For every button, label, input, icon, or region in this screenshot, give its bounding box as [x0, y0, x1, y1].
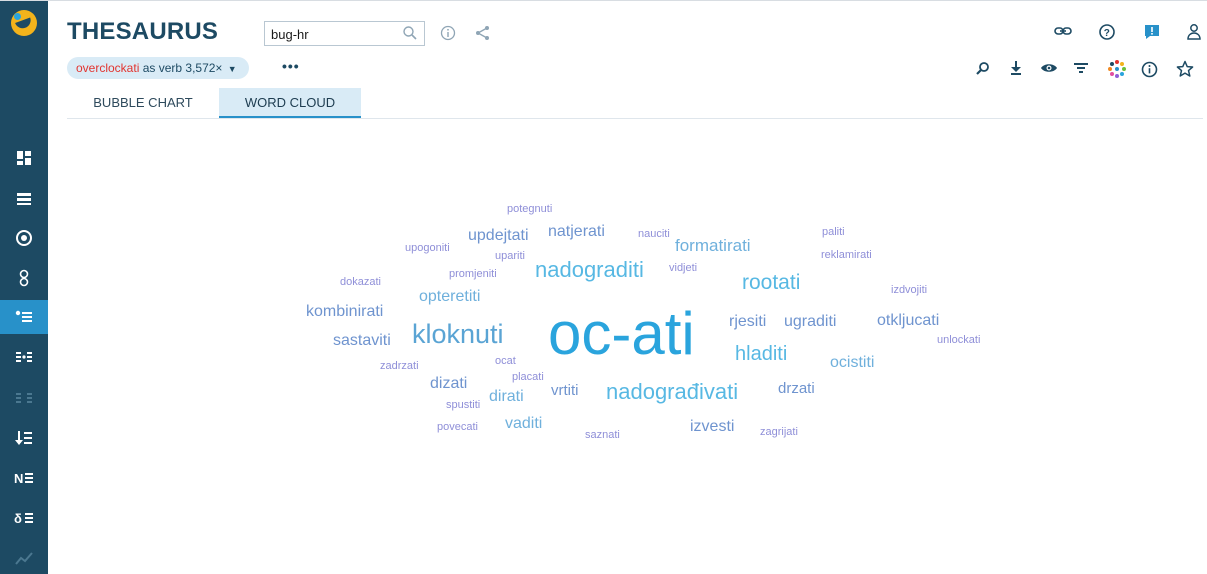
cloud-word[interactable]: otkljucati	[877, 312, 940, 329]
page-title: THESAURUS	[67, 18, 219, 45]
word-cloud: oc-ati kloknuti nadograditi nadograđivat…	[48, 121, 1207, 574]
parallel-concordance-icon[interactable]	[0, 381, 48, 415]
search-input[interactable]	[271, 26, 401, 42]
cloud-word[interactable]: formatirati	[675, 236, 751, 255]
lemma-frequency: 3,572×	[185, 61, 223, 75]
cloud-word[interactable]: saznati	[585, 429, 620, 441]
cloud-word[interactable]: rootati	[742, 271, 801, 294]
cloud-word[interactable]: nadograditi	[535, 257, 644, 282]
cloud-word[interactable]: ugraditi	[784, 313, 837, 330]
cloud-word[interactable]: upogoniti	[405, 242, 450, 254]
cloud-word[interactable]: kombinirati	[306, 303, 384, 320]
svg-text:?: ?	[1104, 28, 1110, 39]
ngrams-icon[interactable]: N	[0, 461, 48, 495]
cloud-word[interactable]: ocistiti	[830, 354, 875, 371]
dashboard-icon[interactable]	[0, 141, 48, 175]
svg-text:N: N	[14, 471, 23, 485]
download-icon[interactable]	[1009, 60, 1023, 76]
cloud-word[interactable]: izdvojiti	[891, 284, 928, 296]
cloud-word[interactable]: sastaviti	[333, 332, 391, 349]
link-icon[interactable]	[1054, 24, 1072, 38]
lemma-text: overclockati	[76, 61, 140, 75]
filter-icon[interactable]	[1073, 62, 1089, 74]
chevron-down-icon: ▼	[227, 64, 237, 74]
cloud-word[interactable]: updejtati	[468, 227, 529, 244]
cloud-word[interactable]: dirati	[489, 388, 524, 405]
help-icon[interactable]: ?	[1098, 23, 1116, 41]
cloud-word[interactable]: potegnuti	[507, 203, 553, 215]
list-view-icon[interactable]	[0, 182, 48, 216]
more-options-button[interactable]: •••	[282, 58, 300, 74]
cloud-word[interactable]: povecati	[437, 421, 478, 433]
cloud-word[interactable]: rjesiti	[729, 313, 767, 330]
cloud-word[interactable]: drzati	[778, 380, 815, 397]
svg-text:δ: δ	[14, 511, 22, 526]
cloud-word[interactable]: ocat	[495, 355, 516, 367]
share-icon[interactable]	[475, 25, 491, 41]
cloud-word[interactable]: opteretiti	[419, 288, 481, 305]
cloud-word[interactable]: oc-ati	[548, 300, 695, 367]
cloud-word[interactable]: natjerati	[548, 223, 605, 240]
cloud-word[interactable]: reklamirati	[821, 249, 872, 261]
cloud-word[interactable]: upariti	[495, 250, 525, 262]
cloud-word[interactable]: placati	[512, 371, 544, 383]
info-icon[interactable]	[1141, 61, 1158, 78]
cloud-word[interactable]: promjeniti	[449, 268, 497, 280]
cloud-word[interactable]: paliti	[822, 226, 845, 238]
cloud-word[interactable]: dizati	[430, 375, 468, 392]
cloud-word[interactable]: spustiti	[446, 399, 481, 411]
cloud-word[interactable]: kloknuti	[412, 319, 504, 349]
cloud-word[interactable]: nadograđivati	[606, 379, 739, 404]
left-sidebar: N δ	[0, 1, 48, 574]
word-sketch-icon[interactable]	[0, 261, 48, 295]
wordlist-sort-icon[interactable]	[0, 421, 48, 455]
user-account-icon[interactable]	[1186, 23, 1202, 41]
cloud-word[interactable]: vidjeti	[669, 262, 698, 274]
feedback-icon[interactable]	[1143, 23, 1161, 41]
tab-bubble-chart[interactable]: BUBBLE CHART	[93, 95, 193, 110]
tab-word-cloud[interactable]: WORD CLOUD	[219, 88, 361, 118]
cloud-word[interactable]: izvesti	[690, 418, 735, 435]
cloud-word[interactable]: vrtiti	[551, 382, 579, 399]
keywords-icon[interactable]: δ	[0, 501, 48, 535]
cloud-word[interactable]: dokazati	[340, 276, 381, 288]
cloud-word[interactable]: zagrijati	[760, 426, 798, 438]
cloud-word[interactable]: unlockati	[937, 334, 981, 346]
zoom-search-icon[interactable]	[975, 61, 991, 77]
view-options-eye-icon[interactable]	[1040, 62, 1058, 74]
cloud-word[interactable]: nauciti	[638, 228, 670, 240]
sketch-diff-icon[interactable]	[0, 340, 48, 374]
app-logo-icon[interactable]	[11, 10, 37, 36]
corpus-info-icon[interactable]	[440, 25, 456, 41]
search-icon[interactable]	[402, 25, 418, 46]
view-tabs: BUBBLE CHART WORD CLOUD	[67, 88, 1203, 119]
favorite-star-icon[interactable]	[1176, 60, 1194, 78]
concordance-target-icon[interactable]	[0, 221, 48, 255]
trends-icon[interactable]	[0, 541, 48, 574]
corpus-search-box[interactable]	[264, 21, 425, 46]
lemma-selector[interactable]: overclockati as verb 3,572× ▼	[67, 57, 249, 79]
thesaurus-icon[interactable]	[0, 300, 48, 334]
cloud-word[interactable]: zadrzati	[380, 360, 419, 372]
color-scheme-icon[interactable]	[1107, 59, 1127, 79]
cloud-word[interactable]: hladiti	[735, 343, 788, 365]
lemma-pos: as verb	[142, 61, 183, 75]
cloud-word[interactable]: vaditi	[505, 415, 543, 432]
